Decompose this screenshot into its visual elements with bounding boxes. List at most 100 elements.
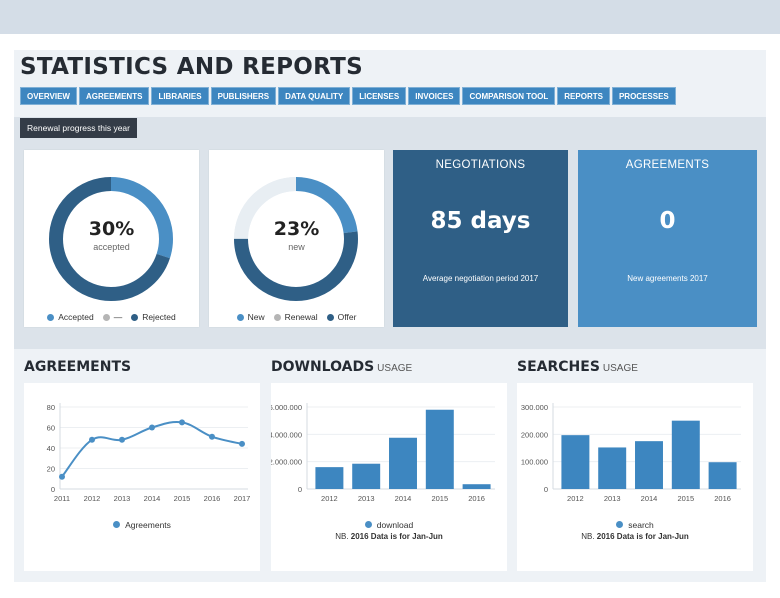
searches-chart-bar[interactable]	[708, 462, 737, 489]
agreements-chart-x-tick-label: 2012	[84, 494, 101, 503]
agreements-chart-point[interactable]	[59, 473, 65, 480]
searches-chart-x-tick-label: 2013	[604, 494, 621, 503]
searches-chart-x-tick-label: 2014	[641, 494, 658, 503]
accepted-donut-legend: Accepted — Rejected	[24, 312, 199, 322]
legend-dot	[131, 313, 139, 321]
tab-reports[interactable]: REPORTS	[557, 87, 610, 105]
searches-chart-x-tick-label: 2016	[714, 494, 731, 503]
downloads-chart-bar[interactable]	[425, 409, 454, 489]
legend-rejected[interactable]: Rejected	[131, 312, 176, 322]
legend-label: search	[628, 520, 654, 530]
agreements-chart-x-tick-label: 2013	[114, 494, 131, 503]
accepted-label: accepted	[93, 242, 130, 252]
legend-label: Offer	[337, 312, 357, 322]
searches-chart-x-tick-label: 2015	[677, 494, 694, 503]
agreements-chart-point[interactable]	[209, 433, 215, 440]
agreements-chart-point[interactable]	[149, 424, 155, 431]
legend-label: Agreements	[125, 520, 171, 530]
agreements-section-title: AGREEMENTS	[24, 359, 131, 375]
tab-invoices[interactable]: INVOICES	[408, 87, 461, 105]
tab-data-quality[interactable]: DATA QUALITY	[278, 87, 351, 105]
negotiations-title: NEGOTIATIONS	[435, 159, 526, 171]
downloads-chart-y-tick-label: 0	[298, 485, 302, 494]
tab-overview[interactable]: OVERVIEW	[20, 87, 77, 105]
legend-dot	[616, 521, 624, 528]
legend-dot	[47, 313, 55, 321]
agreements-kpi-subtitle: New agreements 2017	[627, 274, 708, 283]
downloads-section-title: DOWNLOADS USAGE	[271, 359, 412, 375]
searches-chart-bar[interactable]	[561, 435, 590, 489]
legend-dash[interactable]: —	[102, 312, 123, 322]
agreements-kpi-title: AGREEMENTS	[625, 159, 710, 171]
new-donut-card: 23% new New Renewal Offer	[209, 150, 384, 327]
section-title-suffix: USAGE	[602, 363, 638, 374]
agreements-chart-y-tick-label: 60	[47, 424, 55, 433]
downloads-chart-x-tick-label: 2016	[468, 494, 485, 503]
new-donut-chart	[234, 177, 358, 301]
agreements-chart-point[interactable]	[89, 436, 95, 443]
agreements-chart-point[interactable]	[179, 419, 185, 426]
searches-chart-y-tick-label: 200.000	[521, 430, 548, 439]
legend-accepted[interactable]: Accepted	[47, 312, 94, 322]
legend-dot	[364, 521, 372, 528]
downloads-chart-bar[interactable]	[352, 463, 381, 489]
downloads-bar-chart: 0 2.000.000 4.000.000 6.000.000 2012 2013 2014…	[271, 403, 495, 503]
accepted-percent: 30%	[88, 218, 135, 240]
legend-label: Accepted	[58, 312, 94, 322]
searches-chart-bar[interactable]	[635, 441, 663, 489]
renewal-progress-label: Renewal progress this year	[20, 118, 137, 138]
downloads-chart-card: 0 2.000.000 4.000.000 6.000.000 2012 2013 2014…	[271, 383, 507, 571]
top-bar	[0, 0, 780, 34]
downloads-chart-note: NB. 2016 Data is for Jan-Jun	[271, 532, 507, 541]
new-donut-slice-3	[234, 177, 358, 301]
searches-chart-y-tick-label: 100.000	[521, 458, 548, 467]
agreements-chart-point[interactable]	[119, 436, 125, 443]
searches-chart-card: 0 100.000 200.000 300.000 2012 2013 2014 2015 20…	[517, 383, 753, 571]
agreements-chart-x-tick-label: 2011	[54, 494, 70, 503]
downloads-chart-x-tick-label: 2015	[431, 494, 448, 503]
negotiations-subtitle: Average negotiation period 2017	[422, 274, 539, 283]
new-donut-legend: New Renewal Offer	[209, 312, 384, 322]
tab-processes[interactable]: PROCESSES	[611, 87, 676, 105]
accepted-donut-slice-2	[49, 177, 173, 301]
searches-chart-bar[interactable]	[598, 447, 627, 489]
agreements-chart-legend[interactable]: Agreements	[24, 520, 260, 530]
agreements-kpi-card: AGREEMENTS 0 New agreements 2017	[578, 150, 757, 327]
legend-offer[interactable]: Offer	[326, 312, 357, 322]
tab-comparison-tool[interactable]: COMPARISON TOOL	[462, 87, 556, 105]
searches-chart-bar[interactable]	[671, 420, 700, 489]
agreements-chart-y-tick-label: 20	[47, 465, 55, 474]
downloads-chart-x-tick-label: 2013	[358, 494, 375, 503]
downloads-chart-y-tick-label: 4.000.000	[271, 430, 302, 439]
legend-new[interactable]: New	[236, 312, 265, 322]
agreements-chart-card: 0 20 40 60 80 2011 2012 2013 2014 2015 2016 2017 Ag…	[24, 383, 260, 571]
downloads-chart-x-tick-label: 2014	[395, 494, 412, 503]
tab-agreements[interactable]: AGREEMENTS	[78, 87, 150, 105]
legend-label: download	[376, 520, 414, 530]
downloads-chart-bar[interactable]	[389, 437, 417, 489]
agreements-chart-y-tick-label: 0	[51, 485, 55, 494]
legend-label: —	[113, 312, 123, 322]
note-prefix: NB.	[581, 532, 595, 541]
tab-publishers[interactable]: PUBLISHERS	[210, 87, 277, 105]
agreements-chart-x-tick-label: 2014	[144, 494, 161, 503]
legend-renewal[interactable]: Renewal	[273, 312, 318, 322]
tab-libraries[interactable]: LIBRARIES	[151, 87, 209, 105]
searches-bar-chart: 0 100.000 200.000 300.000 2012 2013 2014 2015 20…	[521, 403, 741, 503]
downloads-chart-bar[interactable]	[462, 484, 491, 489]
tab-licenses[interactable]: LICENSES	[352, 87, 407, 105]
downloads-chart-x-tick-label: 2012	[321, 494, 338, 503]
section-title-suffix: USAGE	[377, 363, 413, 374]
note-prefix: NB.	[335, 532, 349, 541]
searches-chart-note: NB. 2016 Data is for Jan-Jun	[517, 532, 753, 541]
accepted-donut-chart	[49, 177, 173, 301]
searches-chart-legend[interactable]: search	[517, 520, 753, 530]
agreements-chart-point[interactable]	[239, 440, 245, 447]
downloads-chart-legend[interactable]: download	[271, 520, 507, 530]
note-text: 2016 Data is for Jan-Jun	[596, 532, 689, 541]
legend-dot	[236, 313, 244, 321]
searches-section-title: SEARCHES USAGE	[517, 359, 638, 375]
downloads-chart-bar[interactable]	[315, 467, 344, 489]
negotiations-value: 85 days	[430, 208, 531, 234]
downloads-chart-y-tick-label: 6.000.000	[271, 403, 302, 412]
